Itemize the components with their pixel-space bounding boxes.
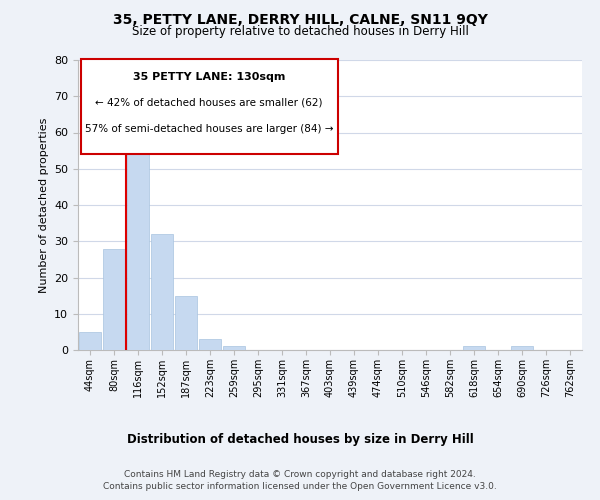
Text: 35, PETTY LANE, DERRY HILL, CALNE, SN11 9QY: 35, PETTY LANE, DERRY HILL, CALNE, SN11 …	[113, 12, 487, 26]
Bar	[103, 248, 125, 350]
Text: ← 42% of detached houses are smaller (62): ← 42% of detached houses are smaller (62…	[95, 98, 323, 108]
Bar	[79, 332, 101, 350]
Bar	[151, 234, 173, 350]
Text: Contains HM Land Registry data © Crown copyright and database right 2024.: Contains HM Land Registry data © Crown c…	[124, 470, 476, 479]
FancyBboxPatch shape	[80, 58, 338, 154]
Bar	[223, 346, 245, 350]
Text: Size of property relative to detached houses in Derry Hill: Size of property relative to detached ho…	[131, 25, 469, 38]
Bar	[511, 346, 533, 350]
Text: Contains public sector information licensed under the Open Government Licence v3: Contains public sector information licen…	[103, 482, 497, 491]
Text: 57% of semi-detached houses are larger (84) →: 57% of semi-detached houses are larger (…	[85, 124, 333, 134]
Text: 35 PETTY LANE: 130sqm: 35 PETTY LANE: 130sqm	[133, 72, 285, 82]
Text: Distribution of detached houses by size in Derry Hill: Distribution of detached houses by size …	[127, 432, 473, 446]
Bar	[127, 125, 149, 350]
Bar	[199, 339, 221, 350]
Bar	[175, 296, 197, 350]
Y-axis label: Number of detached properties: Number of detached properties	[38, 118, 49, 292]
Bar	[463, 346, 485, 350]
